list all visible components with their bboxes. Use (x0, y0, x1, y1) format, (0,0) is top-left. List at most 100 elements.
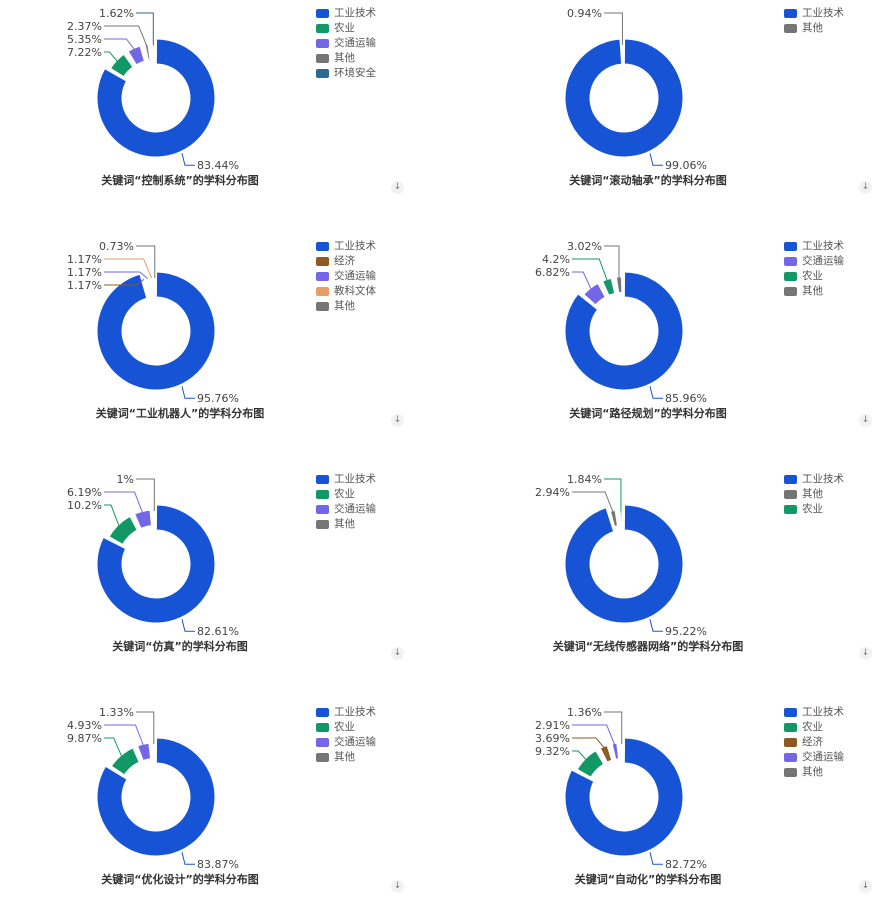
legend-label: 工业技术 (334, 706, 376, 718)
pie-slice[interactable] (152, 507, 157, 528)
pie-slice[interactable] (125, 43, 147, 67)
pie-slice[interactable] (152, 274, 157, 295)
legend-swatch (316, 69, 329, 78)
pie-slice[interactable] (96, 504, 216, 624)
pie-slice[interactable] (145, 275, 153, 295)
pie-slice[interactable] (96, 737, 216, 857)
pie-slice[interactable] (619, 740, 625, 761)
legend-item[interactable]: 经济 (316, 254, 376, 269)
pie-slice[interactable] (564, 737, 684, 857)
legend-item[interactable]: 其他 (784, 765, 844, 780)
legend-label: 工业技术 (334, 240, 376, 252)
pie-slice[interactable] (600, 276, 617, 298)
legend-label: 农业 (334, 721, 355, 733)
legend-item[interactable]: 交通运输 (784, 254, 844, 269)
legend-item[interactable]: 工业技术 (784, 239, 844, 254)
legend-item[interactable]: 工业技术 (316, 472, 376, 487)
legend-item[interactable]: 工业技术 (316, 239, 376, 254)
legend-swatch (316, 505, 329, 514)
label-leader-line (104, 25, 148, 47)
legend-item[interactable]: 其他 (316, 51, 376, 66)
download-icon[interactable]: ↓ (391, 880, 404, 893)
pie-slice[interactable] (132, 508, 154, 531)
pie-slice[interactable] (109, 745, 142, 778)
download-icon[interactable]: ↓ (391, 181, 404, 194)
legend-label: 经济 (802, 736, 823, 748)
pie-slice[interactable] (564, 504, 684, 624)
label-leader-line (572, 491, 614, 513)
legend-item[interactable]: 农业 (784, 269, 844, 284)
legend-label: 其他 (802, 766, 823, 778)
legend-item[interactable]: 农业 (784, 720, 844, 735)
legend-swatch (784, 475, 797, 484)
download-icon[interactable]: ↓ (859, 880, 872, 893)
pie-slice[interactable] (614, 274, 624, 295)
pie-slice[interactable] (150, 41, 157, 62)
label-leader-line (104, 737, 123, 757)
legend-item[interactable]: 交通运输 (784, 750, 844, 765)
chart-legend: 工业技术农业交通运输 其他 (316, 705, 376, 765)
pie-slice[interactable] (620, 41, 625, 62)
legend-item[interactable]: 其他 (316, 517, 376, 532)
legend-item[interactable]: 其他 (316, 299, 376, 314)
pie-slice[interactable] (96, 38, 216, 158)
slice-label: 7.22% (67, 46, 102, 59)
legend-item[interactable]: 工业技术 (316, 705, 376, 720)
download-icon[interactable]: ↓ (859, 414, 872, 427)
legend-swatch (316, 257, 329, 266)
legend-item[interactable]: 经济 (784, 735, 844, 750)
slice-label: 99.06% (665, 159, 707, 172)
legend-item[interactable]: 交通运输 (316, 502, 376, 517)
legend-swatch (316, 723, 329, 732)
pie-slice[interactable] (581, 281, 608, 308)
pie-slice[interactable] (141, 275, 150, 296)
legend-item[interactable]: 农业 (316, 487, 376, 502)
download-icon[interactable]: ↓ (391, 414, 404, 427)
legend-item[interactable]: 农业 (316, 720, 376, 735)
legend-item[interactable]: 环境安全 (316, 66, 376, 81)
pie-slice[interactable] (564, 38, 684, 158)
legend-item[interactable]: 教科文体 (316, 284, 376, 299)
pie-slice[interactable] (108, 52, 136, 79)
download-icon[interactable]: ↓ (859, 181, 872, 194)
legend-item[interactable]: 农业 (316, 21, 376, 36)
pie-slice[interactable] (564, 271, 684, 391)
legend-item[interactable]: 工业技术 (784, 472, 844, 487)
pie-slice[interactable] (610, 741, 621, 762)
legend-item[interactable]: 其他 (784, 21, 844, 36)
legend-item[interactable]: 农业 (784, 502, 844, 517)
legend-label: 农业 (802, 721, 823, 733)
download-icon[interactable]: ↓ (859, 647, 872, 660)
download-icon[interactable]: ↓ (391, 647, 404, 660)
pie-slice[interactable] (617, 507, 625, 528)
legend-swatch (316, 287, 329, 296)
chart-title: 关键词“控制系统”的学科分布图 (101, 174, 259, 187)
label-leader-line (104, 278, 145, 286)
chart-legend: 工业技术经济 交通运输 教科文体 其他 (316, 239, 376, 314)
legend-swatch (316, 39, 329, 48)
label-leader-line (136, 12, 154, 46)
legend-item[interactable]: 其他 (784, 487, 844, 502)
pie-slice[interactable] (598, 743, 614, 765)
pie-slice[interactable] (96, 271, 216, 391)
donut-chart: 95.76%1.17%1.17%1.17%0.73% (67, 240, 239, 405)
donut-chart: 95.22% 2.94%1.84% (535, 473, 707, 638)
pie-slice[interactable] (135, 741, 153, 763)
legend-item[interactable]: 交通运输 (316, 36, 376, 51)
pie-slice[interactable] (151, 740, 157, 761)
legend-item[interactable]: 交通运输 (316, 735, 376, 750)
slice-label: 3.69% (535, 732, 570, 745)
slice-label: 9.87% (67, 732, 102, 745)
legend-label: 交通运输 (802, 255, 844, 267)
pie-slice[interactable] (106, 514, 140, 547)
legend-item[interactable]: 工业技术 (784, 6, 844, 21)
legend-item[interactable]: 工业技术 (784, 705, 844, 720)
pie-slice[interactable] (608, 508, 620, 529)
legend-item[interactable]: 工业技术 (316, 6, 376, 21)
pie-slice[interactable] (575, 748, 606, 780)
legend-item[interactable]: 其他 (316, 750, 376, 765)
legend-item[interactable]: 其他 (784, 284, 844, 299)
pie-chart-panel: 83.87% 9.87% 4.93% 1.33% 工业技术 农业 交通运输 其他 关键词“优化设… (0, 699, 442, 924)
legend-label: 农业 (334, 488, 355, 500)
legend-item[interactable]: 交通运输 (316, 269, 376, 284)
